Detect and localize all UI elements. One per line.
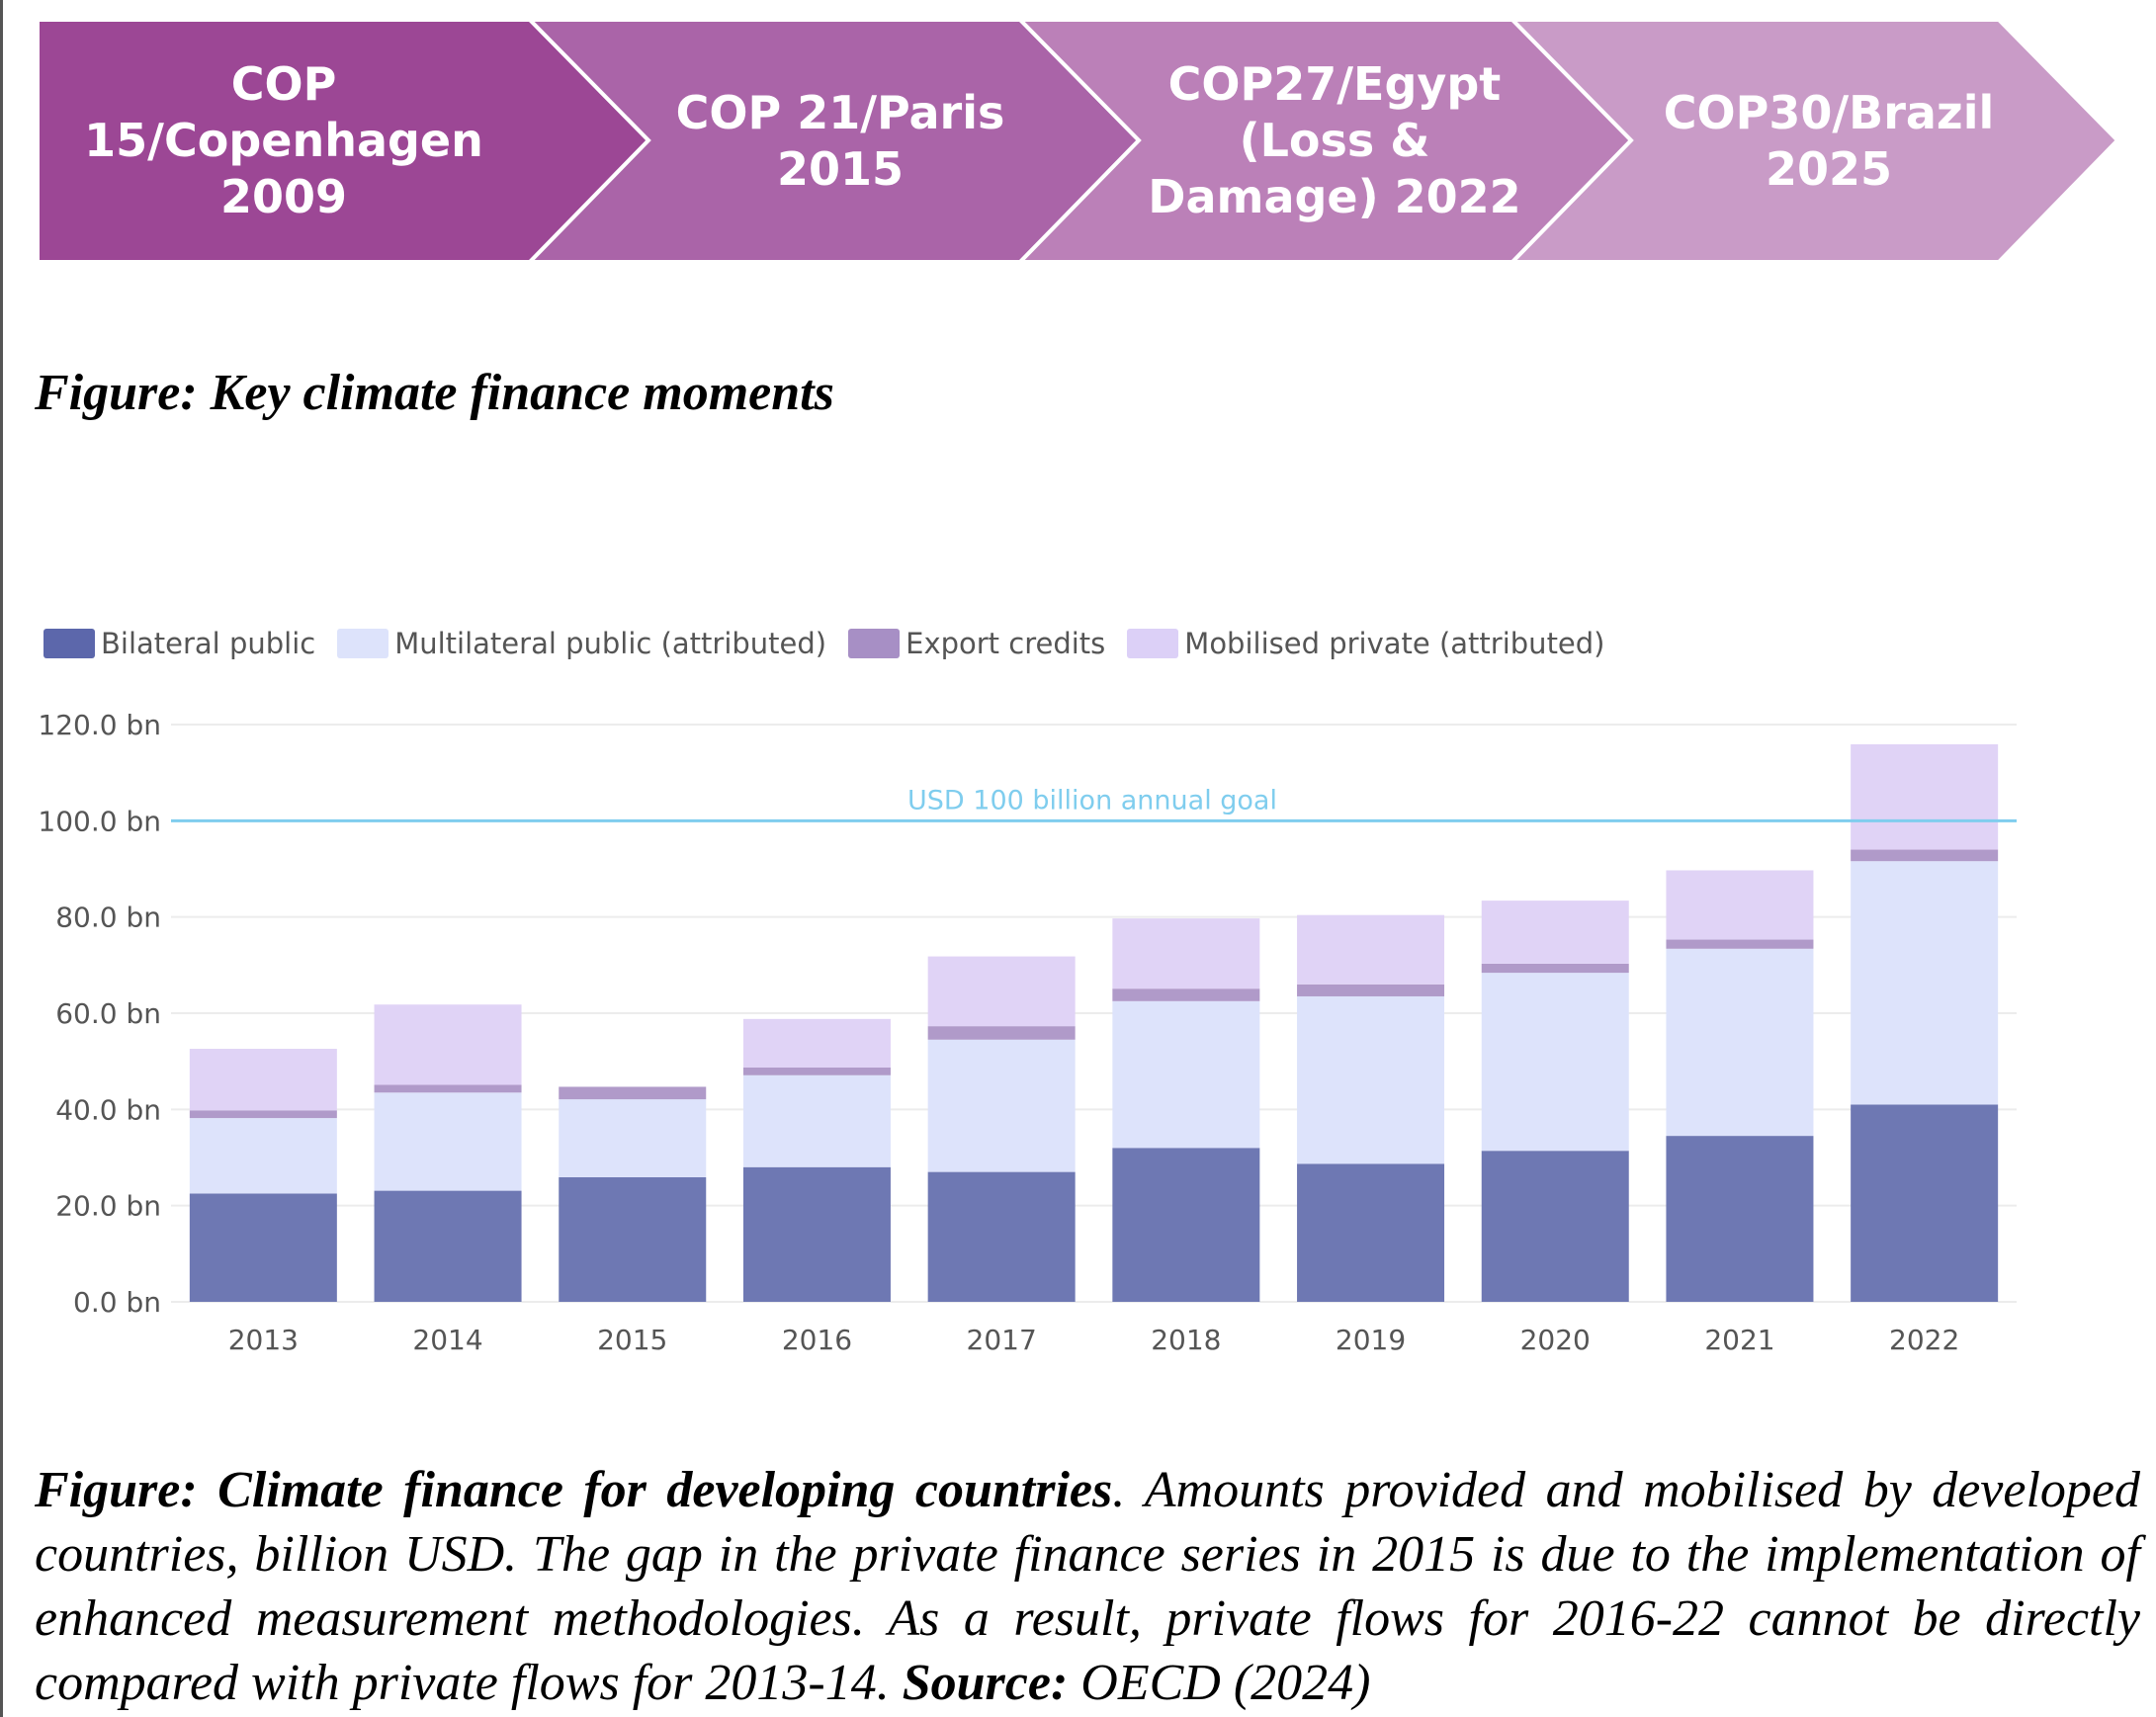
x-tick-label: 2022 <box>1889 1324 1959 1356</box>
bar-bilateral-public <box>1666 1136 1814 1302</box>
bar-multilateral-public <box>1112 1000 1260 1149</box>
bar-mobilised-private <box>374 1004 522 1085</box>
bar-export-credits <box>1297 984 1445 996</box>
y-tick-label: 40.0 bn <box>55 1093 161 1126</box>
bar-mobilised-private <box>1851 743 1999 850</box>
legend-label-export-credits: Export credits <box>906 627 1106 660</box>
bar-mobilised-private <box>927 956 1076 1027</box>
bar-multilateral-public <box>1666 948 1814 1137</box>
bar-mobilised-private <box>742 1018 891 1068</box>
bar-bilateral-public <box>742 1166 891 1302</box>
legend-swatch-multilateral <box>337 629 389 658</box>
bar-export-credits <box>189 1110 337 1119</box>
timeline-label-cop30: COP30/Brazil 2025 <box>1663 85 1995 196</box>
legend-swatch-mobilised-private <box>1127 629 1179 658</box>
bar-export-credits <box>1112 988 1260 1001</box>
bar-export-credits <box>927 1026 1076 1040</box>
x-tick-label: 2016 <box>782 1324 852 1356</box>
x-tick-label: 2021 <box>1704 1324 1774 1356</box>
bar-export-credits <box>1851 849 1999 862</box>
legend-label-mobilised-private: Mobilised private (attributed) <box>1184 627 1605 660</box>
caption-source-label: Source: <box>902 1655 1069 1711</box>
bar-mobilised-private <box>1297 914 1445 985</box>
chart-bars <box>189 743 1999 1302</box>
legend-item-multilateral: Multilateral public (attributed) <box>337 627 826 660</box>
caption-body: . Amounts provided and mobilised by deve… <box>35 1462 2140 1711</box>
goal-reference: USD 100 billion annual goal <box>171 785 2017 822</box>
bar-mobilised-private <box>1666 870 1814 940</box>
caption-title: Climate finance for developing countries <box>217 1462 1113 1518</box>
bar-multilateral-public <box>189 1118 337 1194</box>
goal-line-label: USD 100 billion annual goal <box>907 785 1277 816</box>
x-tick-label: 2019 <box>1336 1324 1406 1356</box>
bar-bilateral-public <box>559 1176 707 1302</box>
x-tick-label: 2014 <box>412 1324 482 1356</box>
chart-legend: Bilateral public Multilateral public (at… <box>43 624 1627 663</box>
bar-bilateral-public <box>374 1190 522 1302</box>
y-tick-label: 100.0 bn <box>38 805 161 837</box>
bar-bilateral-public <box>189 1193 337 1302</box>
timeline-chevrons <box>36 18 2120 264</box>
x-tick-label: 2017 <box>967 1324 1037 1356</box>
y-tick-label: 80.0 bn <box>55 901 161 934</box>
figure-caption-chart: Figure: Climate finance for developing c… <box>35 1458 2140 1715</box>
caption-source-text: OECD (2024) <box>1068 1655 1371 1711</box>
x-tick-label: 2018 <box>1151 1324 1221 1356</box>
bar-mobilised-private <box>1481 901 1629 964</box>
x-tick-label: 2020 <box>1520 1324 1591 1356</box>
legend-item-export-credits: Export credits <box>848 627 1105 660</box>
x-tick-label: 2015 <box>597 1324 667 1356</box>
x-tick-label: 2013 <box>228 1324 299 1356</box>
bar-bilateral-public <box>1112 1148 1260 1302</box>
legend-swatch-bilateral <box>43 629 95 658</box>
bar-multilateral-public <box>1481 973 1629 1152</box>
bar-multilateral-public <box>927 1039 1076 1172</box>
legend-label-multilateral: Multilateral public (attributed) <box>394 627 827 660</box>
bar-export-credits <box>559 1086 707 1100</box>
bar-bilateral-public <box>927 1171 1076 1302</box>
figure-caption-timeline: Figure: Key climate finance moments <box>35 365 834 421</box>
y-tick-label: 60.0 bn <box>55 997 161 1030</box>
bar-mobilised-private <box>189 1049 337 1111</box>
y-axis-labels: 0.0 bn 20.0 bn 40.0 bn 60.0 bn 80.0 bn 100.0 … <box>38 709 161 1319</box>
legend-item-mobilised-private: Mobilised private (attributed) <box>1127 627 1605 660</box>
y-tick-label: 20.0 bn <box>55 1190 161 1223</box>
x-axis-labels: 2013 2014 2015 2016 2017 2018 2019 2020 2021 2022 <box>228 1324 1960 1356</box>
bar-export-credits <box>742 1067 891 1075</box>
page-left-rule <box>0 0 3 1717</box>
climate-finance-chart: 0.0 bn 20.0 bn 40.0 bn 60.0 bn 80.0 bn 100.0 … <box>38 709 2017 1356</box>
bar-multilateral-public <box>1851 861 1999 1105</box>
y-tick-label: 120.0 bn <box>38 709 161 741</box>
bar-multilateral-public <box>559 1099 707 1177</box>
bar-multilateral-public <box>1297 995 1445 1164</box>
y-tick-label: 0.0 bn <box>73 1286 161 1319</box>
bar-export-credits <box>1481 963 1629 974</box>
timeline-label-cop21: COP 21/Paris 2015 <box>675 85 1005 196</box>
bar-export-credits <box>374 1084 522 1093</box>
legend-swatch-export-credits <box>848 629 901 658</box>
bar-mobilised-private <box>1112 918 1260 989</box>
timeline-label-cop15: COP 15/Copenhagen 2009 <box>84 57 483 223</box>
caption-lead: Figure: <box>35 1462 198 1518</box>
bar-multilateral-public <box>374 1092 522 1191</box>
bar-multilateral-public <box>742 1074 891 1167</box>
timeline-label-cop27: COP27/Egypt (Loss & Damage) 2022 <box>1148 57 1521 223</box>
cop-timeline: COP 15/Copenhagen 2009 COP 21/Paris 2015 C… <box>0 0 2156 277</box>
bar-export-credits <box>1666 939 1814 949</box>
bar-bilateral-public <box>1481 1151 1629 1302</box>
bar-bilateral-public <box>1851 1104 1999 1302</box>
legend-label-bilateral: Bilateral public <box>101 627 316 660</box>
bar-bilateral-public <box>1297 1163 1445 1302</box>
chevron-cop30 <box>1508 18 2120 264</box>
legend-item-bilateral: Bilateral public <box>43 627 315 660</box>
